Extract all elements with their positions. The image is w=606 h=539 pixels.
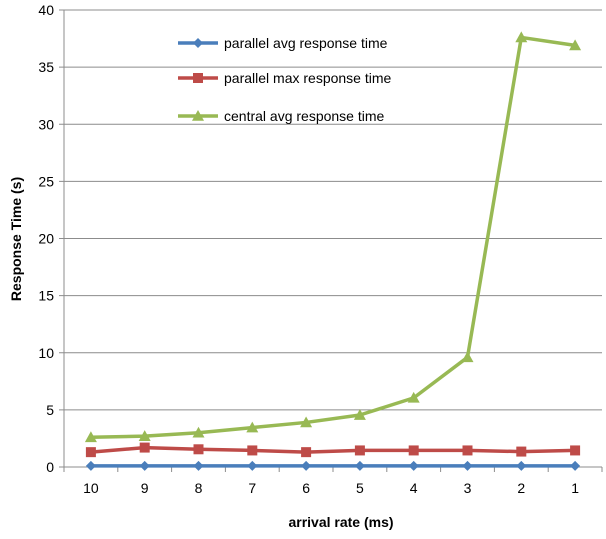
y-tick-label: 30 bbox=[38, 116, 54, 132]
y-tick-label: 15 bbox=[38, 288, 54, 304]
y-tick-label: 25 bbox=[38, 173, 54, 189]
x-tick-label: 8 bbox=[195, 480, 203, 496]
data-point-triangle bbox=[84, 431, 97, 443]
data-point-triangle bbox=[192, 426, 205, 438]
data-point-diamond bbox=[247, 460, 258, 471]
data-point-triangle bbox=[569, 39, 582, 51]
x-tick-label: 1 bbox=[571, 480, 579, 496]
data-point-triangle bbox=[515, 31, 528, 43]
legend-item: parallel avg response time bbox=[178, 35, 388, 51]
data-point-square bbox=[247, 445, 258, 456]
y-tick-label: 20 bbox=[38, 231, 54, 247]
data-point-diamond bbox=[516, 460, 527, 471]
y-tick-label: 0 bbox=[46, 459, 54, 475]
x-tick-label: 6 bbox=[302, 480, 310, 496]
legend-label: parallel avg response time bbox=[224, 35, 388, 51]
y-tick-label: 40 bbox=[38, 2, 54, 18]
y-tick-label: 10 bbox=[38, 345, 54, 361]
data-point-triangle bbox=[461, 351, 474, 363]
data-point-triangle bbox=[407, 391, 420, 403]
data-point-square bbox=[139, 442, 150, 453]
data-point-square bbox=[301, 447, 312, 458]
data-point-diamond bbox=[193, 460, 204, 471]
data-point-triangle bbox=[192, 110, 204, 121]
data-point-square bbox=[408, 445, 419, 456]
x-tick-label: 10 bbox=[83, 480, 99, 496]
data-point-square bbox=[570, 445, 581, 456]
x-tick-label: 5 bbox=[356, 480, 364, 496]
data-point-diamond bbox=[301, 460, 312, 471]
series-lines bbox=[84, 31, 582, 471]
data-point-triangle bbox=[246, 421, 259, 433]
x-tick-label: 4 bbox=[410, 480, 418, 496]
data-point-square bbox=[85, 447, 96, 458]
x-axis-title: arrival rate (ms) bbox=[288, 514, 393, 530]
data-point-triangle bbox=[138, 430, 151, 441]
data-point-square bbox=[462, 445, 473, 456]
data-point-diamond bbox=[354, 460, 365, 471]
series-line bbox=[90, 445, 576, 454]
data-point-triangle bbox=[353, 409, 366, 420]
legend-label: central avg response time bbox=[224, 108, 385, 124]
data-point-diamond bbox=[139, 460, 150, 471]
series-diamond bbox=[85, 460, 581, 471]
x-tick-label: 3 bbox=[464, 480, 472, 496]
data-point-diamond bbox=[408, 460, 419, 471]
series-line bbox=[90, 35, 576, 440]
data-point-diamond bbox=[462, 460, 473, 471]
grid-lines bbox=[64, 9, 602, 468]
x-tick-label: 9 bbox=[141, 480, 149, 496]
data-point-square bbox=[193, 444, 204, 455]
data-point-square bbox=[516, 446, 527, 457]
series-triangle bbox=[84, 31, 582, 443]
legend-item: parallel max response time bbox=[178, 70, 392, 86]
data-point-square bbox=[354, 445, 365, 456]
x-tick-label: 2 bbox=[517, 480, 525, 496]
legend-label: parallel max response time bbox=[224, 70, 392, 86]
y-tick-label: 35 bbox=[38, 59, 54, 75]
data-point-diamond bbox=[570, 460, 581, 471]
legend: parallel avg response time parallel max r… bbox=[178, 35, 392, 124]
y-axis-title: Response Time (s) bbox=[8, 177, 24, 301]
y-tick-label: 5 bbox=[46, 402, 54, 418]
data-point-diamond bbox=[193, 38, 203, 48]
axes: 0 5 10 15 20 25 30 35 40 10 9 8 7 6 5 4 3 2 1 bbox=[38, 2, 603, 496]
legend-item: central avg response time bbox=[178, 108, 385, 124]
data-point-diamond bbox=[85, 460, 96, 471]
data-point-triangle bbox=[300, 416, 313, 428]
series-square bbox=[85, 442, 581, 458]
x-tick-label: 7 bbox=[248, 480, 256, 496]
data-point-square bbox=[193, 73, 203, 83]
